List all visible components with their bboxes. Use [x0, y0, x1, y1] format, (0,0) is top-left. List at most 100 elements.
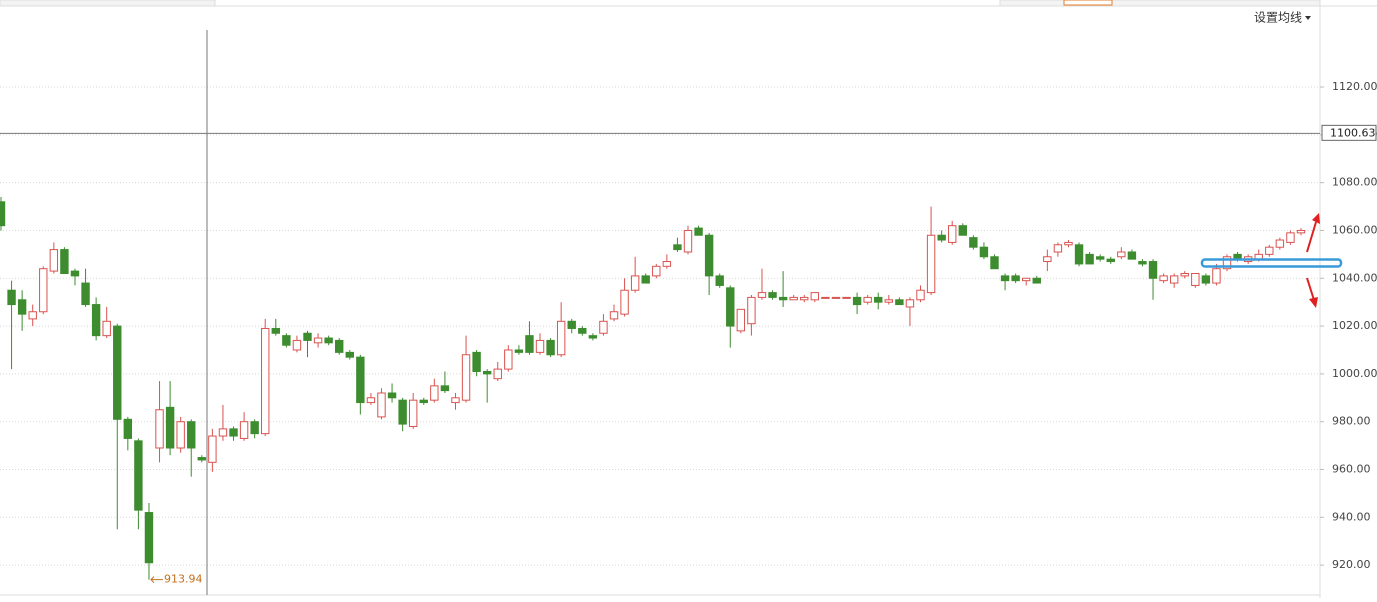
candle-body: [852, 296, 862, 306]
top-tabs: [0, 0, 1377, 7]
candle-body: [430, 385, 439, 401]
candle-body: [768, 292, 777, 298]
candle-body: [1000, 275, 1010, 282]
candle-body: [239, 421, 249, 439]
candle-body: [937, 234, 946, 241]
candle-body: [704, 234, 714, 277]
candle-body: [1191, 272, 1200, 286]
candle-body: [1148, 261, 1158, 279]
candle-body: [948, 225, 957, 243]
candle-body: [789, 296, 798, 301]
candle-body: [884, 299, 894, 303]
ma-button[interactable]: 设置均线: [1254, 11, 1302, 25]
candle-body: [578, 327, 587, 334]
annotations: [1200, 213, 1343, 308]
candle-body: [1222, 256, 1232, 270]
candle-body: [60, 249, 69, 274]
candle-body: [1296, 229, 1306, 234]
crosshair-label: 1100.63: [1330, 126, 1376, 139]
candle-body: [1032, 277, 1041, 284]
candle-body: [895, 299, 904, 306]
candle-body: [525, 335, 534, 353]
candle-body: [303, 332, 312, 341]
candle-body: [1180, 272, 1189, 277]
candle-body: [556, 320, 566, 356]
candle-body: [905, 299, 915, 308]
candle-body: [916, 289, 925, 301]
candle-body: [1286, 232, 1295, 243]
candle-body: [874, 296, 883, 303]
candle-body: [1201, 275, 1211, 284]
candle-body: [461, 354, 471, 401]
candle-body: [979, 246, 989, 258]
candle-body: [1138, 261, 1147, 265]
candle-body: [451, 397, 460, 404]
candle-body: [91, 304, 101, 337]
candle-body: [546, 339, 555, 356]
candle-body: [292, 339, 302, 351]
candle-body: [197, 457, 207, 461]
candle-body: [165, 406, 175, 449]
y-tick-label: 960.00: [1332, 463, 1371, 476]
candle-body: [652, 265, 661, 277]
candle-body: [261, 327, 270, 435]
candle-body: [176, 421, 185, 449]
y-tick-label: 1080.00: [1332, 176, 1377, 189]
y-tick-label: 1020.00: [1332, 319, 1377, 332]
candle-body: [588, 335, 598, 339]
min-arrow: [150, 576, 163, 583]
y-tick-label: 1040.00: [1332, 271, 1377, 284]
candle-body: [187, 421, 196, 449]
candle-body: [356, 356, 365, 404]
candle-body: [757, 292, 767, 298]
candle-body: [70, 270, 80, 277]
candle-body: [1064, 241, 1073, 246]
candle-body: [821, 296, 830, 299]
candle-body: [1117, 251, 1126, 258]
crosshair-label-box: [1321, 124, 1377, 141]
candle-body: [102, 320, 111, 337]
candle-body: [377, 392, 386, 418]
candle-body: [218, 428, 228, 437]
candle-body: [1127, 251, 1137, 260]
candle-body: [535, 339, 545, 353]
candle-body: [778, 296, 788, 301]
y-tick-label: 920.00: [1332, 558, 1371, 571]
candle-body: [599, 320, 608, 334]
plot: [0, 86, 1320, 580]
y-tick-label: 980.00: [1332, 415, 1371, 428]
candle-body: [514, 349, 524, 353]
candle-body: [747, 296, 756, 325]
candle-body: [800, 296, 809, 301]
candle-body: [324, 337, 333, 344]
min-label: 913.94: [164, 573, 203, 586]
candle-body: [81, 282, 90, 306]
candle-body: [366, 397, 376, 404]
candle-body: [694, 227, 703, 236]
button-caret[interactable]: [1305, 16, 1311, 20]
candle-body: [620, 289, 629, 315]
candle-body: [567, 320, 576, 329]
candle-body: [842, 296, 851, 299]
candle-body: [1085, 253, 1094, 265]
candle-body: [482, 370, 492, 375]
candle-body: [123, 418, 133, 439]
candle-body: [282, 335, 291, 346]
candle-body: [345, 351, 354, 358]
candle-body: [1159, 275, 1168, 282]
candle-body: [609, 311, 619, 320]
y-tick-label: 1060.00: [1332, 223, 1377, 236]
candle-body: [229, 428, 238, 437]
candle-body: [472, 351, 481, 372]
candle-body: [863, 296, 872, 303]
candle-body: [28, 311, 37, 320]
candle-body: [715, 275, 724, 286]
candle-body: [39, 268, 48, 313]
candle-body: [630, 275, 640, 291]
candle-body: [271, 327, 280, 334]
candle-body: [736, 308, 746, 332]
candle-body: [440, 385, 450, 392]
candle-body: [641, 275, 650, 284]
